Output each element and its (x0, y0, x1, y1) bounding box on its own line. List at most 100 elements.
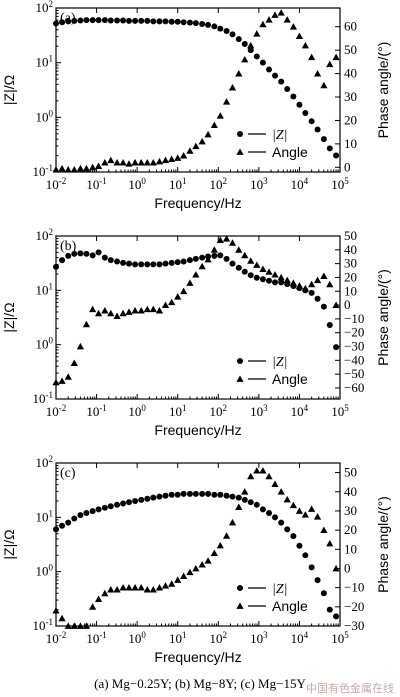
phase-angle-point (70, 622, 78, 629)
phase-angle-point (113, 312, 121, 319)
legend-marker-angle (236, 148, 244, 155)
impedance-point (199, 20, 206, 27)
phase-angle-point (326, 539, 334, 547)
impedance-point (259, 506, 266, 513)
impedance-point (296, 101, 303, 108)
y-right-tick-label: −20 (344, 325, 364, 340)
x-tick-label: 10-1 (86, 176, 107, 192)
phase-angle-point (198, 561, 206, 568)
y-right-tick-label: 40 (344, 242, 357, 257)
phase-angle-point (94, 162, 103, 170)
impedance-point (144, 261, 151, 268)
impedance-point (144, 17, 151, 24)
impedance-point (95, 17, 102, 24)
phase-angle-point (271, 11, 279, 18)
legend-marker-angle (236, 602, 244, 609)
y-left-tick-label: 101 (36, 508, 54, 524)
phase-angle-point (259, 265, 267, 273)
impedance-point (65, 252, 72, 259)
impedance-point (89, 508, 96, 515)
phase-angle-point (253, 467, 261, 474)
impedance-point (83, 250, 90, 257)
x-tick-label: 101 (169, 176, 187, 192)
phase-angle-point (235, 503, 243, 510)
impedance-point (168, 18, 175, 25)
phase-angle-point (174, 576, 182, 583)
phase-angle-point (277, 488, 285, 495)
phase-angle-point (271, 480, 279, 487)
phase-angle-series (52, 9, 340, 173)
impedance-point (107, 257, 114, 264)
impedance-point (132, 497, 139, 504)
impedance-point (77, 250, 84, 257)
y-left-tick-label: 10-1 (33, 390, 54, 406)
impedance-point (290, 533, 297, 540)
phase-angle-point (259, 467, 267, 474)
phase-angle-point (295, 32, 304, 39)
phase-angle-point (241, 251, 249, 259)
plot-frame (55, 235, 341, 400)
impedance-point (241, 496, 248, 503)
impedance-point (247, 499, 254, 506)
x-axis-label: Frequency/Hz (154, 422, 241, 438)
y-right-tick-label: 30 (344, 503, 357, 518)
phase-angle-point (332, 53, 340, 61)
x-tick-label: 100 (128, 176, 146, 192)
phase-angle-point (265, 472, 273, 480)
impedance-point (308, 118, 315, 125)
impedance-point (296, 542, 303, 549)
legend: |Z|Angle (236, 128, 308, 160)
y-left-tick-label: 102 (36, 0, 54, 15)
x-tick-label: 10-1 (86, 630, 107, 646)
x-tick-label: 102 (210, 176, 228, 192)
impedance-point (156, 261, 163, 268)
phase-angle-point (52, 166, 60, 173)
phase-angle-point (235, 70, 243, 77)
phase-angle-point (52, 378, 60, 386)
phase-angle-point (320, 272, 328, 279)
phase-angle-point (149, 305, 157, 313)
impedance-point (326, 145, 333, 152)
x-tick-label: 103 (250, 630, 268, 646)
phase-angle-point (222, 98, 231, 105)
impedance-point (259, 59, 266, 66)
impedance-point (150, 261, 157, 268)
impedance-point (174, 259, 181, 266)
y-right-tick-label: 0 (344, 159, 351, 174)
phase-angle-point (125, 584, 133, 591)
phase-angle-point (265, 16, 273, 23)
impedance-point (326, 322, 333, 329)
phase-angle-point (204, 557, 212, 564)
phase-angle-point (76, 342, 85, 350)
phase-angle-point (174, 293, 182, 300)
impedance-point (71, 250, 78, 257)
x-tick-label: 105 (331, 630, 349, 646)
phase-angle-point (155, 306, 164, 314)
phase-angle-point (119, 584, 127, 591)
impedance-point (156, 18, 163, 25)
legend-label-impedance: |Z| (272, 582, 287, 597)
phase-angle-point (283, 16, 291, 23)
legend-marker-impedance (237, 358, 243, 364)
phase-angle-point (113, 585, 121, 593)
y-left-axis-label: |Z|/Ω (1, 529, 17, 559)
x-tick-label: 10-2 (46, 176, 67, 192)
phase-angle-point (143, 585, 151, 593)
phase-angle-point (161, 301, 170, 308)
y-left-tick-label: 10-1 (33, 163, 54, 179)
phase-angle-series (52, 467, 340, 629)
phase-angle-point (283, 276, 291, 284)
legend-marker-angle (236, 375, 244, 382)
phase-angle-point (241, 488, 249, 495)
y-right-tick-label: 10 (344, 136, 357, 151)
impedance-point (71, 515, 78, 522)
phase-angle-point (210, 549, 218, 557)
y-right-tick-label: 20 (344, 112, 357, 127)
impedance-point (278, 78, 285, 85)
phase-angle-point (295, 282, 304, 289)
y-right-tick-label: 40 (344, 484, 357, 499)
impedance-point (253, 274, 260, 281)
phase-angle-point (289, 501, 297, 509)
impedance-point (217, 25, 224, 32)
impedance-point (126, 260, 133, 267)
